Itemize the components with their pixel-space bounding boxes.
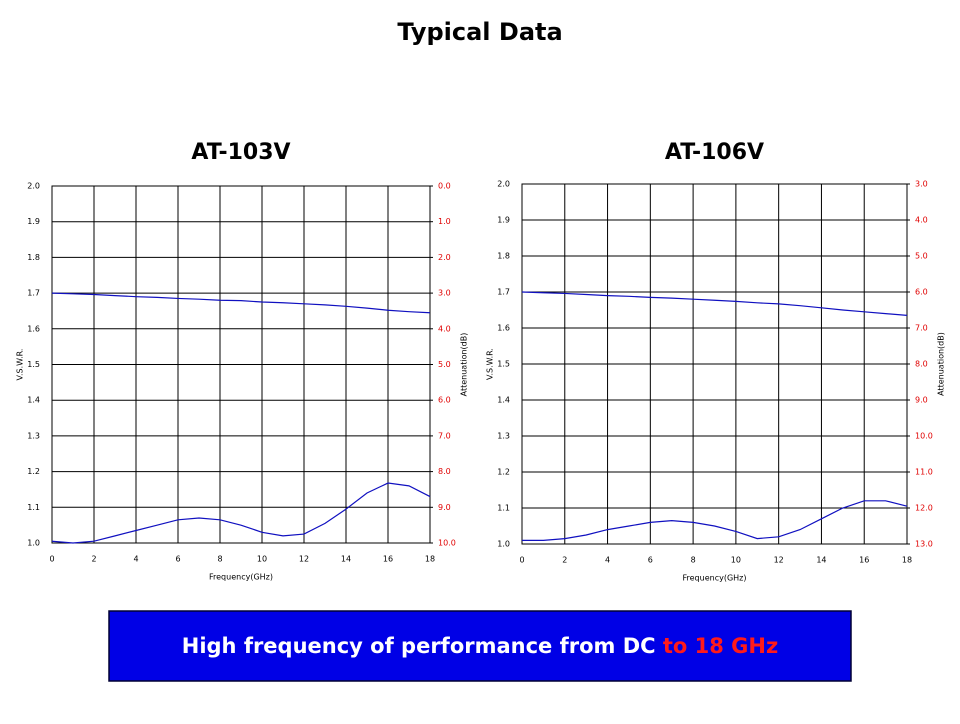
y2-tick-label: 7.0: [438, 431, 451, 440]
series-line: [51, 482, 431, 544]
y2-tick-label: 1.0: [438, 217, 451, 226]
y-tick-label: 1.5: [27, 360, 40, 369]
banner-main: High frequency of performance from DC: [182, 634, 656, 658]
y-tick-label: 1.8: [27, 253, 40, 262]
series-line: [522, 500, 908, 541]
x-axis-label: Frequency(GHz): [683, 574, 747, 583]
y2-tick-label: 13.0: [915, 540, 933, 549]
x-tick-label: 12: [774, 556, 784, 565]
y-tick-label: 1.4: [497, 396, 510, 405]
y2-tick-label: 4.0: [438, 324, 451, 333]
y2-tick-label: 9.0: [438, 503, 451, 512]
x-tick-label: 16: [383, 555, 393, 564]
x-tick-label: 16: [859, 556, 869, 565]
chart-title: AT-103V: [191, 140, 290, 165]
x-tick-label: 10: [257, 555, 267, 564]
y-tick-label: 1.7: [497, 288, 510, 297]
y-tick-label: 1.3: [497, 432, 510, 441]
y2-tick-label: 12.0: [915, 504, 933, 513]
x-tick-label: 12: [299, 555, 309, 564]
x-tick-label: 8: [691, 556, 696, 565]
y2-tick-label: 5.0: [915, 252, 928, 261]
x-tick-label: 2: [91, 555, 96, 564]
banner-box: [108, 610, 852, 682]
slide-title: Typical Data: [397, 18, 562, 46]
x-tick-label: 14: [816, 556, 826, 565]
x-axis-label: Frequency(GHz): [209, 573, 273, 582]
y-tick-label: 1.1: [497, 504, 510, 513]
banner-text: High frequency of performance from DC to…: [182, 634, 778, 658]
banner-highlight: to 18 GHz: [663, 634, 778, 658]
series-line: [521, 291, 908, 316]
x-tick-label: 4: [133, 555, 138, 564]
x-tick-label: 6: [648, 556, 653, 565]
y-tick-label: 1.5: [497, 360, 510, 369]
y2-tick-label: 4.0: [915, 216, 928, 225]
y2-tick-label: 10.0: [438, 539, 456, 548]
x-tick-label: 0: [519, 556, 524, 565]
y-tick-label: 1.2: [497, 468, 510, 477]
y2-axis-label: Attenuation(dB): [937, 332, 946, 396]
y-tick-label: 1.9: [497, 216, 510, 225]
x-tick-label: 10: [731, 556, 741, 565]
y-tick-label: 1.4: [27, 396, 40, 405]
y2-tick-label: 8.0: [915, 360, 928, 369]
x-tick-label: 2: [562, 556, 567, 565]
x-tick-label: 8: [217, 555, 222, 564]
y2-tick-label: 6.0: [915, 288, 928, 297]
y-axis-label: V.S.W.R.: [486, 348, 495, 380]
y2-axis-label: Attenuation(dB): [460, 333, 469, 397]
y-tick-label: 1.9: [27, 217, 40, 226]
y2-tick-label: 6.0: [438, 396, 451, 405]
y2-tick-label: 3.0: [438, 289, 451, 298]
y2-tick-label: 2.0: [438, 253, 451, 262]
chart-title: AT-106V: [665, 140, 764, 165]
y-tick-label: 2.0: [27, 182, 40, 191]
y-tick-label: 1.3: [27, 431, 40, 440]
y-tick-label: 1.0: [27, 539, 40, 548]
y-tick-label: 2.0: [497, 180, 510, 189]
y-tick-label: 1.8: [497, 252, 510, 261]
y-tick-label: 1.6: [497, 324, 510, 333]
x-tick-label: 18: [902, 556, 912, 565]
x-tick-label: 4: [605, 556, 610, 565]
y2-tick-label: 3.0: [915, 180, 928, 189]
y2-tick-label: 9.0: [915, 396, 928, 405]
y-tick-label: 1.2: [27, 467, 40, 476]
y-tick-label: 1.6: [27, 324, 40, 333]
y-axis-label: V.S.W.R.: [16, 349, 25, 381]
x-tick-label: 6: [175, 555, 180, 564]
y2-tick-label: 8.0: [438, 467, 451, 476]
x-tick-label: 0: [49, 555, 54, 564]
y-tick-label: 1.1: [27, 503, 40, 512]
y-tick-label: 1.7: [27, 289, 40, 298]
y2-tick-label: 5.0: [438, 360, 451, 369]
x-tick-label: 18: [425, 555, 435, 564]
y2-tick-label: 7.0: [915, 324, 928, 333]
y2-tick-label: 0.0: [438, 182, 451, 191]
x-tick-label: 14: [341, 555, 351, 564]
y2-tick-label: 11.0: [915, 468, 933, 477]
y-tick-label: 1.0: [497, 540, 510, 549]
series-line: [51, 292, 431, 314]
y2-tick-label: 10.0: [915, 432, 933, 441]
